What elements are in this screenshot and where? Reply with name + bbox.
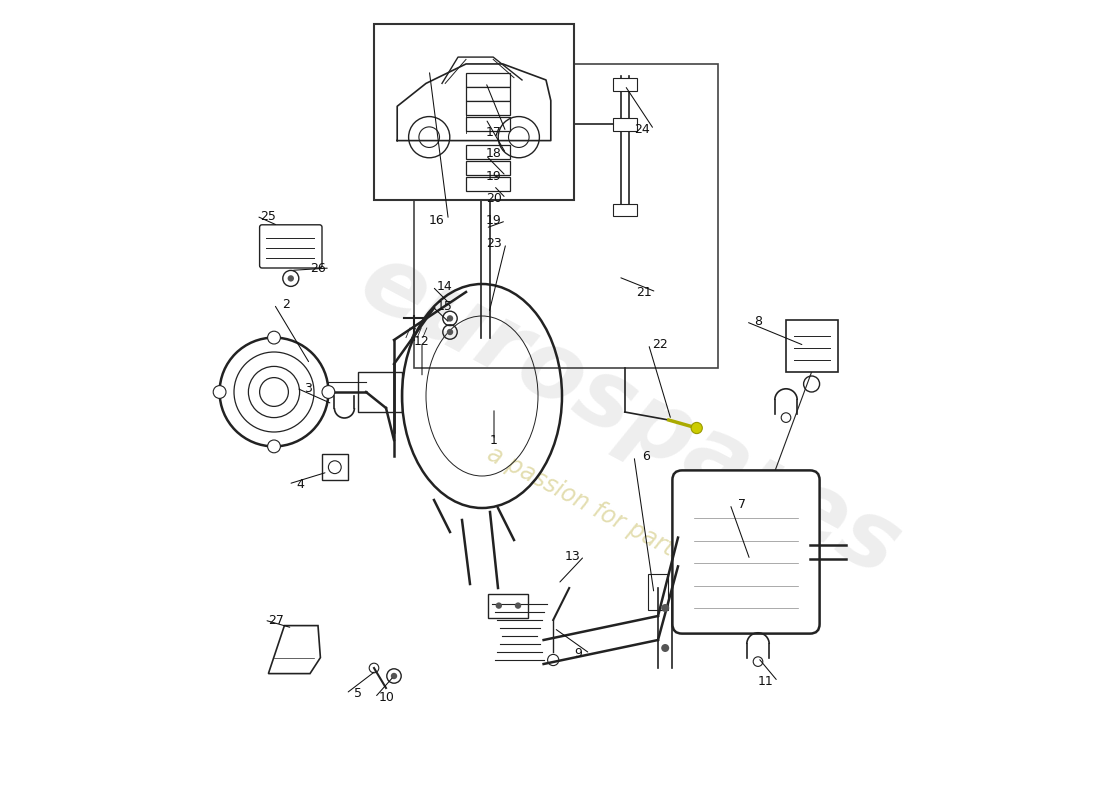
Text: 12: 12 — [414, 335, 430, 348]
Text: 24: 24 — [634, 123, 650, 136]
Text: 23: 23 — [486, 237, 502, 250]
Text: 16: 16 — [429, 214, 444, 226]
Bar — [488, 594, 528, 618]
FancyBboxPatch shape — [672, 470, 820, 634]
Text: 13: 13 — [564, 550, 581, 562]
Text: 7: 7 — [738, 498, 746, 510]
Bar — [466, 177, 510, 191]
Text: 17: 17 — [486, 126, 502, 138]
Text: 27: 27 — [268, 614, 284, 626]
Text: 8: 8 — [754, 315, 762, 328]
Circle shape — [447, 329, 453, 335]
Text: 19: 19 — [486, 170, 502, 182]
Bar — [466, 86, 510, 101]
Text: 22: 22 — [652, 338, 669, 350]
Text: 21: 21 — [637, 286, 652, 298]
Text: 4: 4 — [297, 478, 305, 490]
Circle shape — [496, 602, 502, 609]
Text: eurospares: eurospares — [344, 235, 915, 597]
Bar — [358, 372, 402, 412]
Text: 5: 5 — [354, 687, 362, 700]
Text: 1: 1 — [491, 434, 498, 446]
Bar — [613, 78, 637, 90]
Text: 3: 3 — [305, 382, 312, 394]
Text: 10: 10 — [378, 691, 395, 704]
Text: 19: 19 — [486, 214, 502, 227]
Bar — [374, 24, 574, 200]
Bar — [613, 118, 637, 130]
Circle shape — [661, 644, 669, 652]
Text: a passion for parts since 1985: a passion for parts since 1985 — [483, 442, 810, 630]
Bar — [322, 454, 348, 480]
Bar — [648, 574, 669, 610]
Circle shape — [322, 386, 334, 398]
Text: 18: 18 — [486, 147, 502, 160]
Bar — [466, 145, 510, 159]
Bar — [786, 320, 838, 372]
Circle shape — [267, 331, 280, 344]
Circle shape — [515, 602, 521, 609]
Text: 15: 15 — [437, 300, 452, 313]
FancyBboxPatch shape — [260, 225, 322, 268]
Text: 11: 11 — [758, 675, 774, 688]
Text: 6: 6 — [642, 450, 650, 462]
Bar — [466, 117, 510, 131]
Bar — [466, 161, 510, 175]
Circle shape — [390, 673, 397, 679]
Text: 2: 2 — [282, 298, 290, 310]
Text: 9: 9 — [574, 647, 582, 660]
Text: 25: 25 — [261, 210, 276, 222]
Text: 14: 14 — [437, 280, 452, 293]
Text: 26: 26 — [310, 262, 326, 274]
Circle shape — [691, 422, 702, 434]
Circle shape — [287, 275, 294, 282]
Text: 20: 20 — [486, 192, 502, 205]
Bar — [466, 73, 510, 87]
Bar — [414, 64, 718, 368]
Circle shape — [267, 440, 280, 453]
Circle shape — [661, 604, 669, 612]
Circle shape — [447, 315, 453, 322]
Circle shape — [213, 386, 226, 398]
Bar — [466, 101, 510, 115]
Bar — [613, 203, 637, 216]
